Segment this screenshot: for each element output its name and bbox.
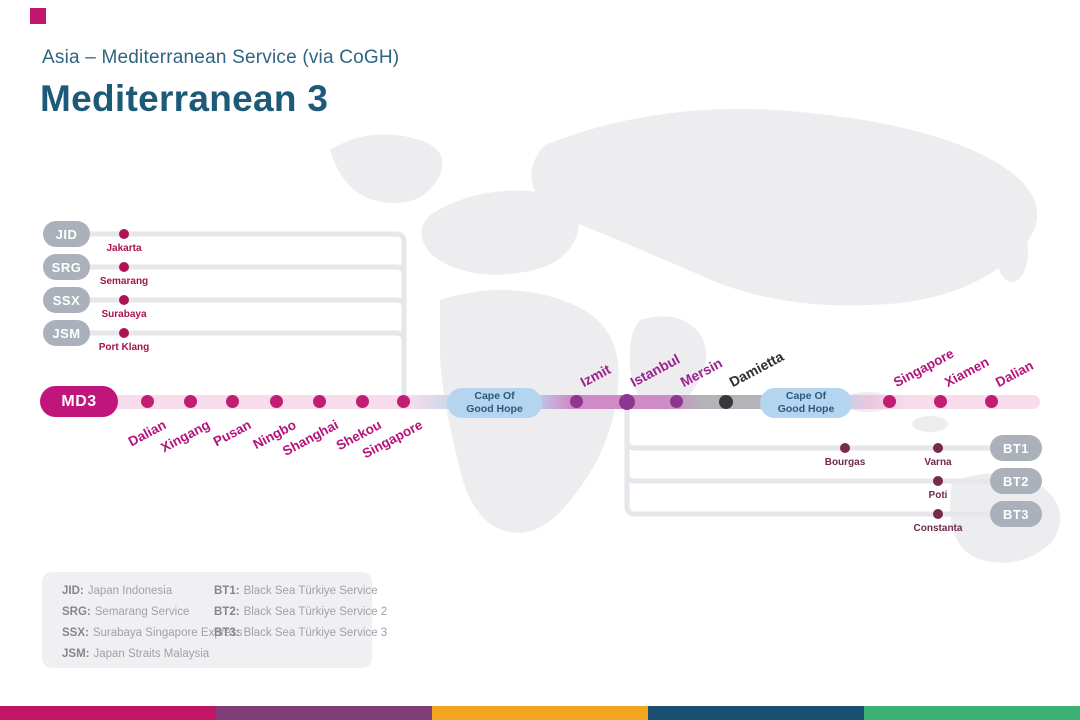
footer-stripe-segment-1 [0, 706, 216, 720]
cape-pill-line2: Good Hope [777, 403, 835, 415]
cape-pill-line1: Cape Of [474, 389, 515, 402]
legend-label: Surabaya Singapore Express [92, 627, 243, 639]
legend-label: Japan Straits Malaysia [93, 648, 210, 660]
feeder-port-label-semarang: Semarang [99, 276, 149, 287]
service-subtitle: Asia – Mediterranean Service (via CoGH) [42, 47, 400, 68]
legend-item-bt2: BT2: Black Sea Türkiye Service 2 [214, 606, 387, 619]
black-sea-pill-bt2: BT2 [990, 468, 1042, 494]
port-dot-constanta [933, 509, 943, 519]
port-dot-dalian-ret [985, 395, 998, 408]
port-dot-shekou [356, 395, 369, 408]
cape-pill-line1: Cape Of [785, 389, 827, 402]
feeder-pill-jid: JID [43, 221, 90, 247]
port-label-constanta: Constanta [913, 523, 963, 534]
footer-stripe-segment-5 [864, 706, 1080, 720]
port-dot-singapore-out [397, 395, 410, 408]
feeder-port-dot-semarang [119, 262, 129, 272]
footer-stripe-segment-3 [432, 706, 648, 720]
legend-code: BT2: [214, 606, 240, 618]
legend-code: SRG: [62, 606, 91, 618]
footer-stripe-segment-4 [648, 706, 864, 720]
feeder-pill-jsm: JSM [43, 320, 90, 346]
legend-item-srg: SRG: Semarang Service [62, 606, 242, 619]
port-dot-bourgas [840, 443, 850, 453]
port-dot-poti [933, 476, 943, 486]
footer-color-stripe [0, 706, 1080, 720]
cape-of-good-hope-pill-west: Cape Of Good Hope [447, 388, 542, 418]
feeder-port-label-surabaya: Surabaya [101, 309, 147, 320]
black-sea-pill-bt1: BT1 [990, 435, 1042, 461]
legend-label: Semarang Service [94, 606, 190, 618]
port-dot-damietta [719, 395, 733, 409]
port-label-bourgas: Bourgas [824, 457, 866, 468]
feeder-port-dot-jakarta [119, 229, 129, 239]
feeder-pill-ssx: SSX [43, 287, 90, 313]
cape-of-good-hope-pill-east: Cape Of Good Hope [760, 388, 852, 418]
port-dot-mersin [670, 395, 683, 408]
legend-code: SSX: [62, 627, 89, 639]
port-dot-izmit [570, 395, 583, 408]
cape-pill-line2: Good Hope [466, 403, 523, 415]
port-dot-pusan [226, 395, 239, 408]
legend-code: JID: [62, 585, 84, 597]
port-dot-singapore-ret [883, 395, 896, 408]
service-title: Mediterranean 3 [40, 78, 329, 119]
main-route-pill: MD3 [40, 386, 118, 417]
legend-code: JSM: [62, 648, 90, 660]
port-dot-shanghai [313, 395, 326, 408]
legend-column-black-sea: BT1: Black Sea Türkiye Service BT2: Black … [214, 585, 387, 648]
port-dot-xingang [184, 395, 197, 408]
feeder-port-label-portklang: Port Klang [98, 342, 150, 353]
legend-label: Black Sea Türkiye Service 3 [243, 627, 388, 639]
legend-item-jsm: JSM: Japan Straits Malaysia [62, 648, 242, 661]
legend-column-feeders: JID: Japan Indonesia SRG: Semarang Service… [62, 585, 242, 669]
legend-label: Japan Indonesia [87, 585, 173, 597]
feeder-port-dot-surabaya [119, 295, 129, 305]
legend-item-ssx: SSX: Surabaya Singapore Express [62, 627, 242, 640]
footer-stripe-segment-2 [216, 706, 432, 720]
port-dot-ningbo [270, 395, 283, 408]
port-dot-istanbul [619, 394, 635, 410]
brand-logo [30, 8, 46, 24]
feeder-port-label-jakarta: Jakarta [106, 243, 142, 254]
legend-code: BT3: [214, 627, 240, 639]
legend-item-bt3: BT3: Black Sea Türkiye Service 3 [214, 627, 387, 640]
feeder-port-dot-portklang [119, 328, 129, 338]
legend-label: Black Sea Türkiye Service 2 [243, 606, 388, 618]
black-sea-pill-bt3: BT3 [990, 501, 1042, 527]
feeder-pill-srg: SRG [43, 254, 90, 280]
legend-item-jid: JID: Japan Indonesia [62, 585, 242, 598]
port-label-poti: Poti [928, 490, 948, 501]
port-dot-xiamen [934, 395, 947, 408]
port-label-varna: Varna [924, 457, 952, 468]
legend-item-bt1: BT1: Black Sea Türkiye Service [214, 585, 387, 598]
port-dot-varna [933, 443, 943, 453]
port-dot-dalian [141, 395, 154, 408]
legend-label: Black Sea Türkiye Service [243, 585, 378, 597]
legend-code: BT1: [214, 585, 240, 597]
legend: JID: Japan Indonesia SRG: Semarang Service… [42, 572, 387, 669]
